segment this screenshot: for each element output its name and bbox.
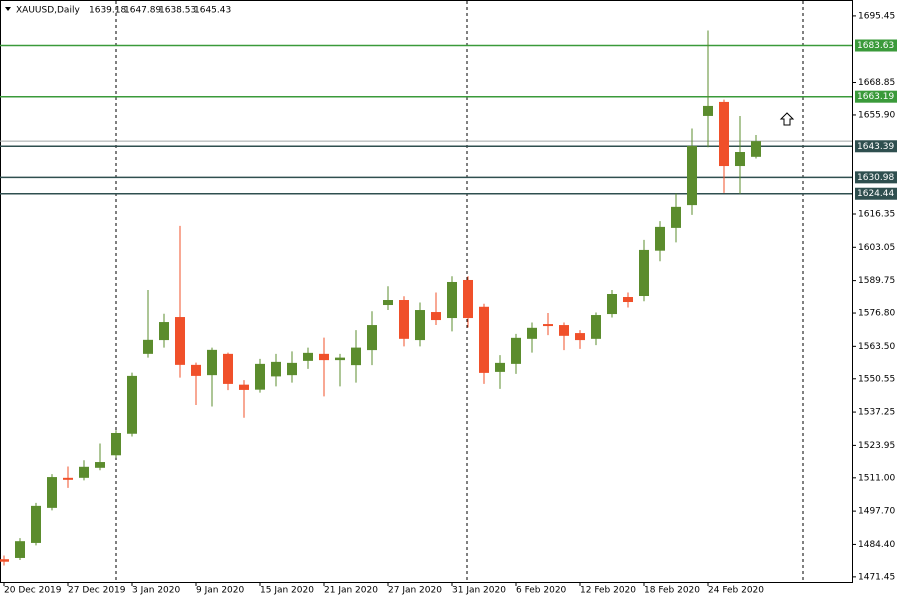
y-tick-label: 1563.50 [858,342,895,352]
ohlc-close: 1645.43 [194,6,231,16]
y-tick-label: 1537.25 [858,408,895,418]
candle-body [367,325,377,351]
candle-body [127,375,137,434]
candle-body [399,300,409,339]
candle-body [575,333,585,341]
candle-body [607,294,617,315]
candle-body [15,541,25,558]
candle-body [47,477,57,508]
candle-body [559,325,569,336]
candle-body [527,327,537,339]
y-tick-label: 1471.45 [858,572,895,582]
x-tick-label: 24 Feb 2020 [708,586,764,596]
candle-body [463,279,473,319]
x-tick-label: 15 Jan 2020 [260,586,314,596]
x-tick-label: 3 Jan 2020 [132,586,180,596]
candle-body [543,324,553,327]
y-tick-label: 1695.45 [858,11,895,21]
arrow-icon [779,112,795,126]
x-tick-label: 6 Feb 2020 [516,586,567,596]
level-label: 1630.98 [857,173,894,183]
candle-body [287,362,297,376]
x-tick-label: 31 Jan 2020 [452,586,506,596]
ohlc-high: 1647.89 [124,6,161,16]
candle-body [511,337,521,364]
candle-body [271,361,281,377]
candle-body [655,226,665,251]
x-tick-label: 12 Feb 2020 [580,586,636,596]
candle-body [159,322,169,341]
candle-body [111,432,121,456]
ohlc-open: 1639.18 [89,6,126,16]
candle-body [303,352,313,361]
candle-body [351,347,361,366]
candle-body [31,505,41,543]
x-tick-label: 27 Jan 2020 [388,586,442,596]
candle-body [703,105,713,116]
level-label-bg [855,39,897,52]
x-tick-label: 21 Jan 2020 [324,586,378,596]
candle-body [415,310,425,341]
y-tick-label: 1511.00 [858,473,895,483]
x-tick-label: 9 Jan 2020 [196,586,244,596]
candle-body [95,462,105,468]
candle-body [207,349,217,376]
level-label-bg [855,90,897,103]
candle-body [191,364,201,376]
y-tick-label: 1668.85 [858,78,895,88]
candle-body [79,466,89,478]
x-tick-label: 20 Dec 2019 [4,586,62,596]
level-label: 1624.44 [857,189,894,199]
candle-body [687,146,697,206]
x-tick-label: 27 Dec 2019 [68,586,126,596]
candle-body [383,300,393,306]
y-tick-label: 1497.70 [858,507,895,517]
plot-frame [0,0,853,583]
ohlc-low: 1638.53 [159,6,196,16]
y-tick-label: 1550.55 [858,374,895,384]
level-label: 1643.39 [857,142,894,152]
y-tick-label: 1655.90 [858,110,895,120]
y-tick-label: 1523.95 [858,441,895,451]
candle-body [623,297,633,303]
candle-body [143,339,153,354]
candle-body [495,362,505,372]
candle-body [591,315,601,339]
level-label-bg [855,140,897,153]
symbol-label: XAUUSD,Daily [16,6,80,16]
candle-body [479,306,489,373]
menu-triangle [5,7,11,11]
candle-body [319,353,329,361]
candle-body [223,353,233,384]
y-tick-label: 1616.35 [858,209,895,219]
y-tick-label: 1484.40 [858,540,895,550]
candle-body [447,281,457,319]
candle-body [0,559,9,562]
candle-body [751,141,761,157]
level-label: 1663.19 [857,92,894,102]
y-tick-label: 1603.05 [858,243,895,253]
candle-body [255,363,265,390]
level-label-bg [855,171,897,184]
candle-body [735,152,745,167]
candle-body [671,206,681,228]
candle-body [431,312,441,321]
candle-body [239,384,249,390]
level-label: 1683.63 [857,41,894,51]
x-tick-label: 18 Feb 2020 [644,586,700,596]
y-tick-label: 1576.80 [858,309,895,319]
candle-body [719,101,729,167]
candle-body [175,317,185,365]
level-label-bg [855,187,897,200]
candle-body [335,357,345,361]
candle-body [639,249,649,297]
y-tick-label: 1589.75 [858,276,895,286]
candle-body [63,477,73,480]
